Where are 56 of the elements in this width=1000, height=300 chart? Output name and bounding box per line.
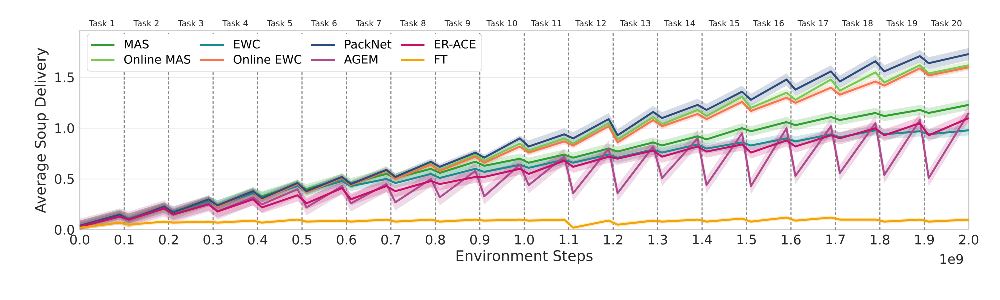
text: Task 20: [931, 20, 962, 27]
legend-label: ER-ACE: [435, 40, 476, 49]
text: Task 16: [753, 20, 784, 27]
y-tick-label: 0.0: [55, 225, 74, 235]
x-tick-label: 0.5: [292, 234, 312, 245]
legend-label: EWC: [234, 40, 260, 49]
legend-label: FT: [435, 55, 448, 64]
x-tick-label: 0.0: [70, 234, 90, 245]
y-axis-title: Average Soup Delivery: [34, 48, 49, 214]
text: Task 19: [886, 20, 918, 27]
legend-label: Online MAS: [124, 54, 191, 64]
text: Task 4: [222, 20, 248, 27]
x-tick-label: 1.2: [604, 234, 623, 245]
legend-label: AGEM: [344, 55, 378, 64]
x-tick-label: 0.3: [204, 234, 223, 245]
text: Task 9: [444, 20, 470, 27]
text: Task 8: [400, 20, 426, 27]
x-tick-label: 0.9: [470, 234, 490, 245]
y-tick-label: 1.0: [56, 123, 74, 134]
x-tick-label: 1.3: [648, 234, 668, 245]
x-tick-label: 1.4: [693, 234, 712, 244]
text: Task 12: [576, 20, 606, 27]
text: 1e9: [940, 254, 964, 264]
legend-label: Online EWC: [234, 54, 302, 64]
x-tick-label: 1.1: [560, 234, 578, 244]
x-tick-label: 1.9: [916, 234, 934, 245]
y-tick-label: 1.5: [56, 72, 74, 83]
x-tick-label: 2.0: [960, 234, 979, 245]
x-tick-label: 0.8: [426, 234, 446, 245]
x-tick-label: 1.7: [826, 234, 845, 244]
text: Task 1: [89, 20, 114, 27]
text: Task 2: [134, 20, 159, 27]
text: Task 13: [620, 20, 651, 27]
text: Task 6: [312, 20, 337, 27]
x-tick-label: 0.6: [337, 234, 356, 245]
text: Task 7: [356, 20, 382, 27]
x-tick-label: 0.1: [114, 234, 134, 245]
text: Task 17: [798, 20, 828, 27]
x-tick-label: 0.7: [382, 234, 400, 245]
x-tick-label: 1.8: [871, 234, 890, 245]
x-tick-label: 1.6: [782, 234, 801, 245]
text: Task 15: [708, 20, 740, 27]
text: Task 14: [664, 20, 696, 27]
x-tick-label: 1.5: [738, 234, 756, 245]
legend-label: PackNet: [345, 40, 392, 49]
x-tick-label: 1.0: [516, 234, 534, 245]
y-tick-label: 0.5: [55, 174, 74, 184]
text: Task 10: [486, 20, 518, 27]
text: Task 11: [531, 20, 562, 27]
x-tick-label: 0.2: [159, 234, 178, 245]
text: Task 5: [267, 20, 292, 27]
text: Task 18: [842, 20, 873, 27]
x-axis-title: Environment Steps: [456, 250, 593, 264]
legend-label: MAS: [125, 40, 149, 49]
x-tick-label: 0.4: [248, 234, 268, 245]
text: Task 3: [178, 20, 204, 27]
